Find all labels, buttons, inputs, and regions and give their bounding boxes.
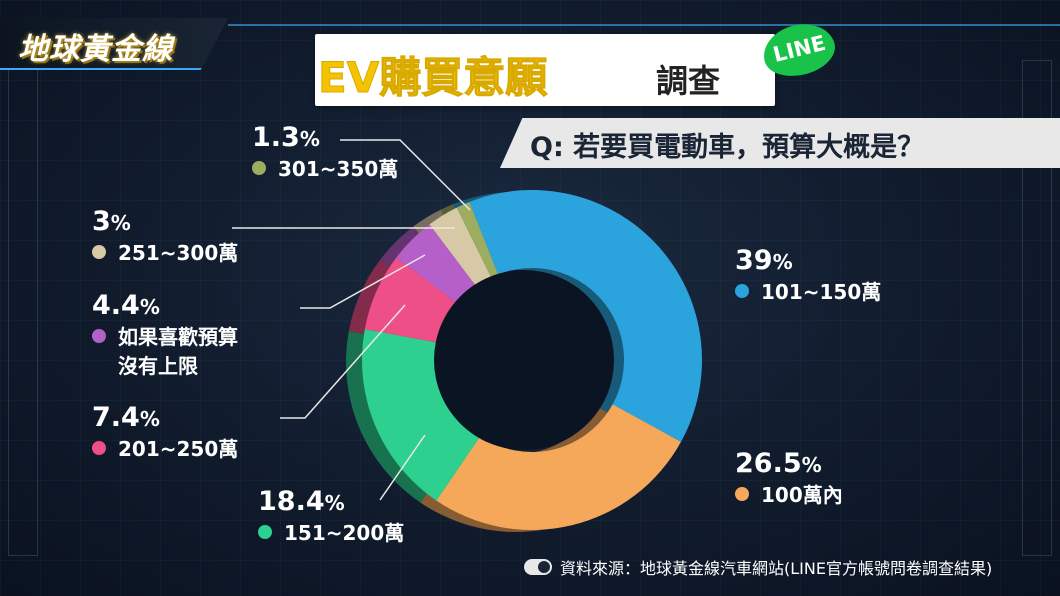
category-label: 201~250萬 bbox=[118, 437, 239, 461]
label-under-100: 26.5% 100萬內 bbox=[735, 448, 843, 507]
pct-value: 39 bbox=[735, 245, 773, 276]
category-label: 101~150萬 bbox=[761, 280, 882, 304]
question-text: Q: 若要買電動車，預算大概是？ bbox=[530, 132, 925, 163]
slice-如果喜歡預算沒有上限 bbox=[396, 224, 477, 305]
pct-value: 3 bbox=[92, 206, 111, 237]
legend-dot bbox=[735, 283, 749, 298]
label-201-250: 7.4% 201~250萬 bbox=[92, 402, 239, 461]
legend-dot bbox=[92, 328, 106, 343]
label-101-150: 39% 101~150萬 bbox=[735, 245, 882, 304]
toggle-icon bbox=[524, 559, 552, 575]
label-151-200: 18.4% 151~200萬 bbox=[258, 486, 405, 545]
top-accent-line bbox=[228, 24, 1060, 26]
leader-line-151-200 bbox=[379, 434, 426, 501]
title-box bbox=[315, 34, 775, 106]
category-label: 251~300萬 bbox=[118, 241, 239, 265]
slice-100萬內 bbox=[436, 404, 681, 530]
pct-value: 1.3 bbox=[252, 122, 300, 153]
pct-value: 7.4 bbox=[92, 402, 140, 433]
right-ruler bbox=[1022, 60, 1052, 556]
leader-line-301-350 bbox=[340, 139, 471, 211]
pct-value: 26.5 bbox=[735, 448, 802, 479]
source-text: 資料來源：地球黃金線汽車網站(LINE官方帳號問卷調查結果) bbox=[560, 559, 993, 578]
label-301-350: 1.3% 301~350萬 bbox=[252, 122, 399, 181]
brand-name: 地球黃金線 bbox=[18, 32, 173, 67]
leader-line-201-250 bbox=[280, 304, 406, 419]
category-label: 100萬內 bbox=[761, 483, 843, 507]
leader-line-unlimited bbox=[300, 254, 426, 309]
pct-value: 18.4 bbox=[258, 486, 325, 517]
legend-dot bbox=[735, 486, 749, 501]
donut-hole bbox=[434, 270, 614, 450]
slice-301~350萬 bbox=[456, 201, 499, 278]
legend-dot bbox=[92, 244, 106, 259]
pct-value: 4.4 bbox=[92, 290, 140, 321]
category-label-line2: 沒有上限 bbox=[118, 354, 198, 378]
slice-101~150萬 bbox=[469, 190, 702, 442]
label-no-limit: 4.4% 如果喜歡預算 沒有上限 bbox=[92, 290, 238, 378]
category-label: 151~200萬 bbox=[284, 521, 405, 545]
category-label-line1: 如果喜歡預算 bbox=[118, 325, 238, 349]
category-label: 301~350萬 bbox=[278, 157, 399, 181]
legend-dot bbox=[258, 524, 272, 539]
chart-title: EV購買意願 bbox=[317, 53, 548, 103]
legend-dot bbox=[252, 160, 266, 175]
chart-title-suffix: 調查 bbox=[656, 62, 721, 100]
question-bar bbox=[500, 118, 1060, 168]
label-251-300: 3% 251~300萬 bbox=[92, 206, 239, 265]
slice-201~250萬 bbox=[364, 257, 459, 344]
legend-dot bbox=[92, 440, 106, 455]
brand-logo: 地球黃金線 bbox=[0, 18, 228, 70]
source-note: 資料來源：地球黃金線汽車網站(LINE官方帳號問卷調查結果) bbox=[524, 555, 992, 579]
slice-151~200萬 bbox=[361, 329, 481, 501]
